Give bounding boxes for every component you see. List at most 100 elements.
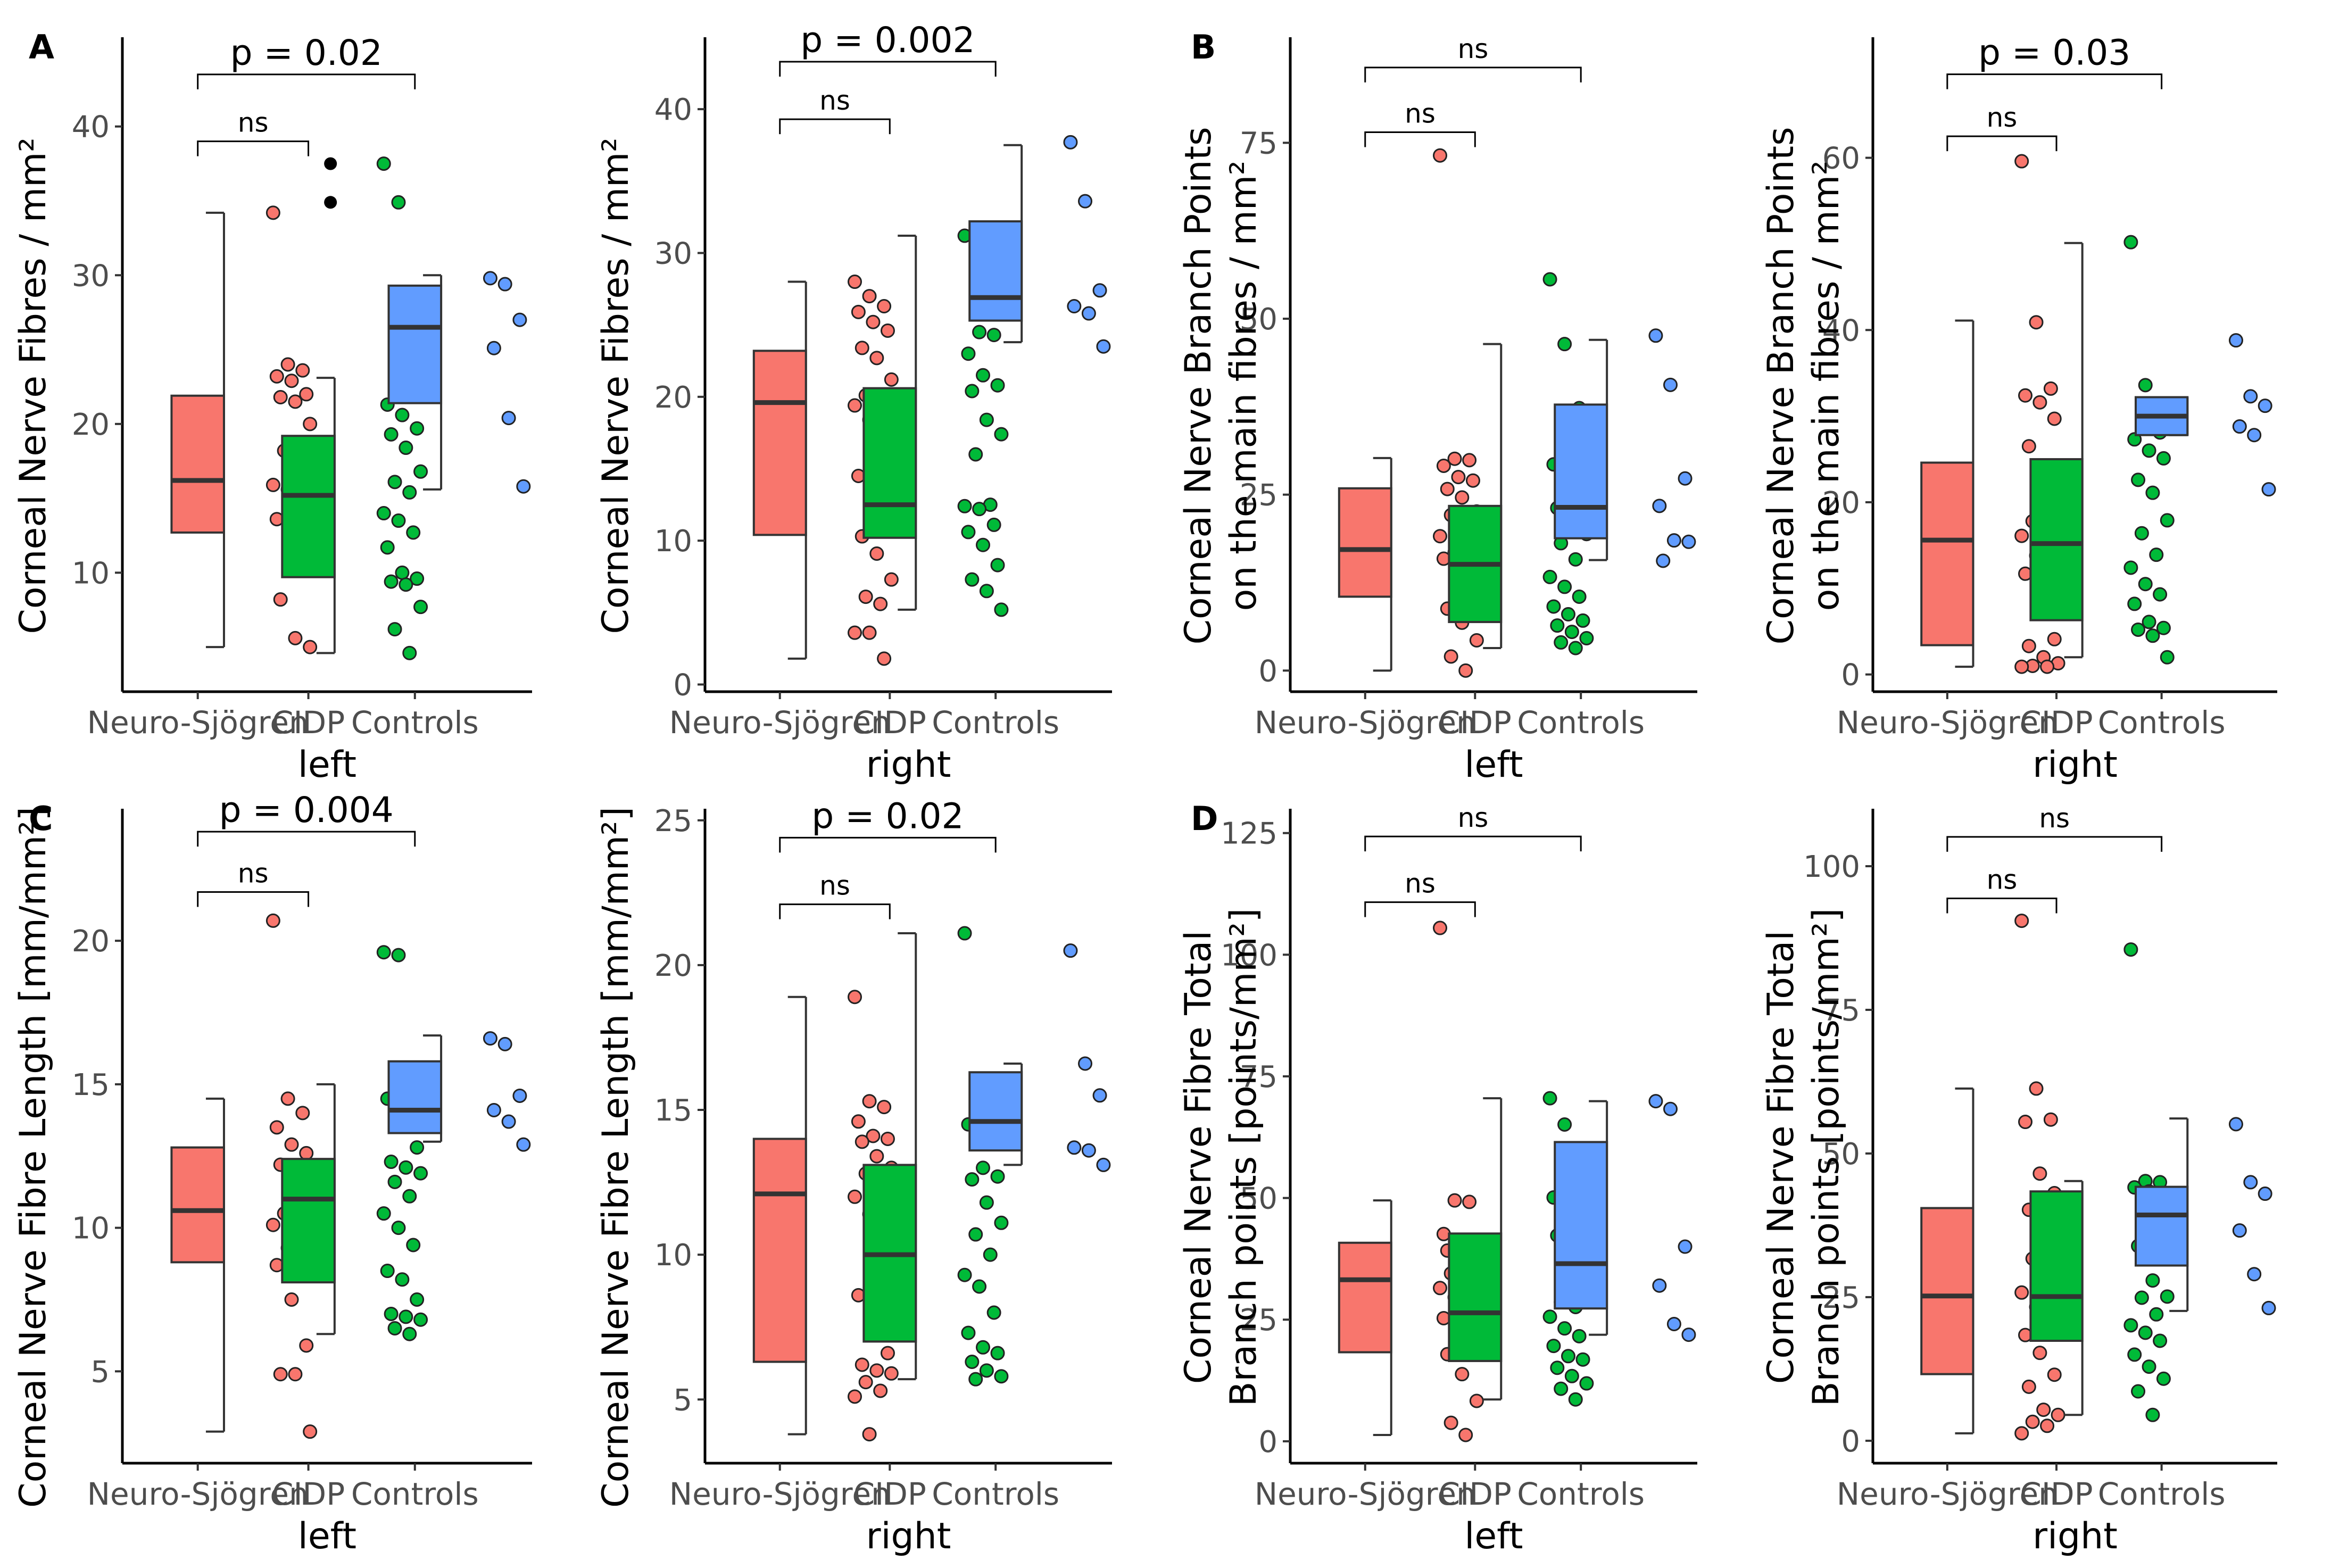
x-category-label-neuro-sj-gren: Neuro-Sjögren xyxy=(87,704,309,741)
y-axis-label: Corneal Nerve Fibre Length [mm/mm²] xyxy=(595,807,637,1508)
data-point-neuro-sj-gren xyxy=(854,341,869,355)
data-point-controls xyxy=(486,1102,501,1117)
data-point-neuro-sj-gren xyxy=(266,477,280,492)
data-point-controls xyxy=(2247,428,2262,443)
data-point-cidp xyxy=(961,1325,976,1340)
data-point-neuro-sj-gren xyxy=(869,1149,884,1164)
data-point-neuro-sj-gren xyxy=(2021,638,2036,653)
data-point-cidp xyxy=(2145,485,2160,500)
y-tick-label: 15 xyxy=(72,1068,110,1102)
data-point-controls xyxy=(1681,534,1696,549)
y-tick-label: 5 xyxy=(673,1383,692,1417)
data-point-cidp xyxy=(399,1160,413,1175)
data-point-cidp xyxy=(399,577,413,592)
data-point-cidp xyxy=(387,1321,402,1335)
comparison-label: ns xyxy=(1458,34,1489,64)
data-point-neuro-sj-gren xyxy=(1462,1194,1477,1209)
data-point-cidp xyxy=(1564,625,1579,640)
data-point-cidp xyxy=(2149,1307,2164,1322)
comparison-label: ns xyxy=(1458,802,1489,833)
data-point-neuro-sj-gren xyxy=(273,592,288,607)
data-point-neuro-sj-gren xyxy=(862,625,877,640)
data-point-neuro-sj-gren xyxy=(848,1389,862,1404)
data-point-neuro-sj-gren xyxy=(1458,1428,1473,1442)
data-point-neuro-sj-gren xyxy=(295,1106,310,1121)
data-point-neuro-sj-gren xyxy=(266,205,280,220)
data-point-cidp xyxy=(957,1267,972,1282)
x-category-label-controls: Controls xyxy=(2098,1476,2226,1512)
data-point-cidp xyxy=(1575,613,1590,628)
data-point-controls xyxy=(483,271,497,286)
x-category-label-neuro-sj-gren: Neuro-Sjögren xyxy=(669,1476,891,1512)
data-point-neuro-sj-gren xyxy=(884,1366,899,1381)
box-cidp xyxy=(862,387,917,539)
data-point-cidp xyxy=(2138,577,2153,592)
comparison-bracket xyxy=(779,836,997,853)
comparison-bracket xyxy=(197,831,416,847)
data-point-neuro-sj-gren xyxy=(2021,1379,2036,1394)
data-point-cidp xyxy=(1568,1392,1583,1407)
data-point-cidp xyxy=(384,1306,399,1321)
y-tick-label: 25 xyxy=(1240,1303,1277,1338)
data-point-neuro-sj-gren xyxy=(1455,490,1470,505)
data-point-cidp xyxy=(2153,587,2168,602)
data-point-controls xyxy=(1081,306,1096,321)
comparison-label: ns xyxy=(238,107,269,138)
data-point-controls xyxy=(501,1114,516,1129)
data-point-cidp xyxy=(413,1166,428,1181)
x-category-label-cidp: CIDP xyxy=(853,1476,926,1512)
data-point-cidp xyxy=(2131,472,2146,487)
data-point-neuro-sj-gren xyxy=(2029,315,2044,330)
y-tick-label: 125 xyxy=(1221,817,1277,851)
data-point-neuro-sj-gren xyxy=(1462,453,1477,468)
data-point-neuro-sj-gren xyxy=(848,990,862,1005)
data-point-neuro-sj-gren xyxy=(1455,1367,1470,1382)
data-point-cidp xyxy=(2138,1325,2153,1340)
data-point-neuro-sj-gren xyxy=(2014,1426,2029,1441)
data-point-cidp xyxy=(391,195,406,210)
data-point-cidp xyxy=(990,378,1005,393)
y-tick-label: 20 xyxy=(72,408,110,442)
data-point-neuro-sj-gren xyxy=(2018,1115,2033,1130)
box-cidp xyxy=(281,435,336,578)
data-point-controls xyxy=(1092,283,1107,298)
x-category-label-cidp: CIDP xyxy=(853,704,926,741)
data-point-cidp xyxy=(2127,1347,2142,1362)
y-axis-label: Branch points [points/mm²] xyxy=(1223,908,1265,1407)
data-point-neuro-sj-gren xyxy=(2047,411,2062,426)
data-point-cidp xyxy=(384,427,399,442)
data-point-controls xyxy=(501,411,516,426)
data-point-neuro-sj-gren xyxy=(862,1094,877,1109)
box-neuro-sj-gren xyxy=(1920,461,1974,646)
data-point-neuro-sj-gren xyxy=(1447,451,1462,466)
y-tick-label: 15 xyxy=(654,1093,692,1128)
comparison-label: ns xyxy=(1405,868,1436,899)
comparison-label: ns xyxy=(238,858,269,889)
data-point-cidp xyxy=(994,1369,1009,1384)
data-point-neuro-sj-gren xyxy=(869,351,884,366)
data-point-cidp xyxy=(413,600,428,615)
data-point-controls xyxy=(1067,299,1082,314)
x-category-label-controls: Controls xyxy=(932,704,1059,741)
data-point-controls xyxy=(2261,482,2276,497)
data-point-neuro-sj-gren xyxy=(269,369,284,384)
y-tick-label: 20 xyxy=(654,380,692,415)
data-point-cidp xyxy=(986,517,1001,532)
x-category-label-controls: Controls xyxy=(1517,1476,1645,1512)
x-category-label-controls: Controls xyxy=(351,1476,479,1512)
comparison-bracket xyxy=(1364,67,1582,82)
data-point-controls xyxy=(2247,1267,2262,1282)
data-point-neuro-sj-gren xyxy=(284,374,299,388)
data-point-cidp xyxy=(983,1247,998,1262)
data-point-cidp xyxy=(2134,1290,2149,1305)
y-tick-label: 30 xyxy=(654,236,692,271)
data-point-neuro-sj-gren xyxy=(851,1114,866,1129)
comparison-label: ns xyxy=(1987,102,2018,133)
data-point-controls xyxy=(483,1031,497,1046)
comparison-bracket xyxy=(1946,135,2057,152)
comparison-bracket xyxy=(197,140,310,156)
